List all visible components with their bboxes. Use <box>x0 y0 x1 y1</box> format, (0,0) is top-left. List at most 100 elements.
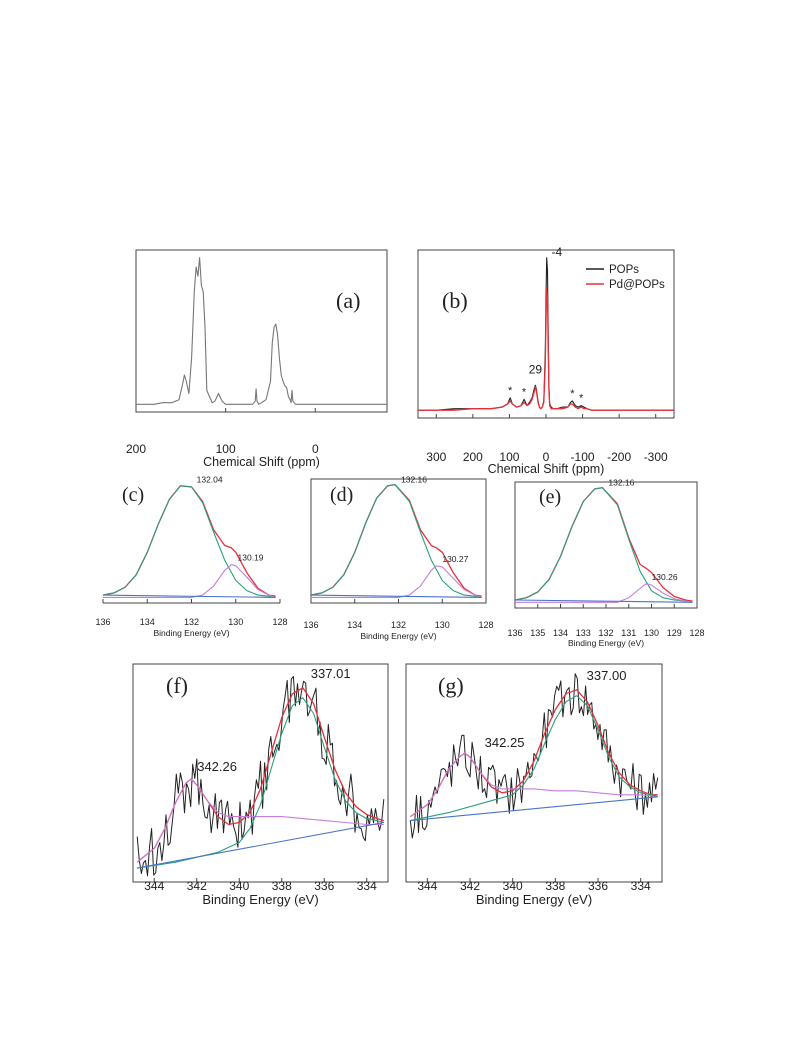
x-tick-label: 334 <box>631 879 651 893</box>
series-line-fit-main <box>311 484 482 598</box>
x-tick-label: 0 <box>312 442 319 456</box>
x-tick-label: 130 <box>644 628 659 638</box>
series-line-fit-minor <box>515 583 693 603</box>
data-label: 130.26 <box>652 572 678 582</box>
series-group <box>515 487 693 603</box>
chart-panel-e: 136 135 134 133 132 131 130 129 128 Binding Energ… <box>507 478 704 648</box>
x-tick-label: 130 <box>228 617 243 627</box>
data-label: 132.16 <box>608 478 634 488</box>
x-tick-label: 135 <box>530 628 545 638</box>
x-axis-label: Binding Energy (eV) <box>568 638 644 648</box>
series-group <box>418 257 674 411</box>
data-label: 342.25 <box>485 735 525 750</box>
x-ticks: 136 134 132 130 128 <box>303 599 494 630</box>
panel-label: (d) <box>330 484 353 506</box>
x-ticks: 344 342 340 338 336 334 <box>417 878 651 893</box>
x-tick-label: 134 <box>140 617 155 627</box>
data-label: 130.19 <box>238 553 264 563</box>
data-label: * <box>570 388 575 400</box>
x-tick-label: 342 <box>460 879 480 893</box>
series-line-spectrum <box>136 676 385 877</box>
plot-frame <box>132 663 389 883</box>
data-label: 342.26 <box>197 759 237 774</box>
x-tick-label: 134 <box>347 620 362 630</box>
x-tick-label: 132 <box>184 617 199 627</box>
x-tick-label: 128 <box>478 620 493 630</box>
x-tick-label: 133 <box>576 628 591 638</box>
plot-frame <box>135 249 388 413</box>
x-tick-label: 100 <box>216 442 236 456</box>
x-tick-label: 130 <box>435 620 450 630</box>
data-label: -4 <box>551 245 562 259</box>
x-tick-label: 340 <box>229 879 249 893</box>
x-axis-label: Binding Energy (eV) <box>153 628 229 638</box>
x-tick-label: 128 <box>689 628 704 638</box>
x-tick-label: 344 <box>417 879 437 893</box>
x-tick-label: 200 <box>126 442 146 456</box>
x-tick-label: 132 <box>391 620 406 630</box>
annotations: 132.04 130.19 <box>197 475 264 563</box>
series-line-fit-main <box>137 697 384 869</box>
x-tick-label: 136 <box>95 617 110 627</box>
series-line-pd-pops <box>418 288 674 411</box>
panel-label: (b) <box>442 288 468 313</box>
series-line-fit-minor <box>409 752 658 818</box>
series-line-baseline <box>103 594 276 598</box>
series-line-baseline <box>137 821 384 869</box>
legend-label: POPs <box>609 264 639 276</box>
series-line-baseline <box>410 796 658 822</box>
data-label: 130.27 <box>442 554 468 564</box>
series-group <box>136 676 385 877</box>
x-tick-label: 334 <box>357 879 377 893</box>
series-line-fit-main <box>410 695 658 822</box>
x-axis-label: Binding Energy (eV) <box>202 892 318 907</box>
x-tick-label: 300 <box>426 450 446 464</box>
plot-frame <box>405 663 663 883</box>
annotations: 342.25 337.00 <box>485 668 627 750</box>
chart-panel-f: 344 342 340 338 336 334 Binding Energy (eV) (f)… <box>132 663 389 907</box>
panel-label: (c) <box>122 484 144 506</box>
x-tick-label: 0 <box>543 450 550 464</box>
x-ticks: 136 135 134 133 132 131 130 129 128 <box>507 604 705 638</box>
x-tick-label: 344 <box>144 879 164 893</box>
data-label: 132.04 <box>197 475 223 485</box>
x-tick-label: -300 <box>644 450 668 464</box>
series-line-baseline <box>515 599 693 603</box>
x-axis-label: Chemical Shift (ppm) <box>488 462 605 476</box>
chart-panel-b: 300 200 100 0 -100 -200 -300 Chemical Shift (pp… <box>417 245 675 476</box>
x-tick-label: 136 <box>303 620 318 630</box>
x-tick-label: 134 <box>553 628 568 638</box>
chart-panel-d: 136 134 132 130 128 Binding Energy (eV) (d) 132… <box>303 475 493 641</box>
series-group <box>311 483 482 598</box>
x-tick-label: 128 <box>272 617 287 627</box>
x-tick-label: 129 <box>667 628 682 638</box>
data-label: 132.16 <box>401 475 427 485</box>
x-tick-label: 100 <box>499 450 519 464</box>
series-line-spectrum <box>409 673 659 839</box>
x-tick-label: 336 <box>588 879 608 893</box>
x-ticks: 300 200 100 0 -100 -200 -300 <box>426 414 668 464</box>
x-ticks: 200 100 0 <box>126 408 319 456</box>
series-line-s0 <box>136 257 387 405</box>
annotations: 132.16 130.26 <box>608 478 677 582</box>
x-tick-label: 342 <box>187 879 207 893</box>
series-line-fit-minor <box>136 778 384 863</box>
x-tick-label: 200 <box>463 450 483 464</box>
series-line-fit-main <box>103 485 276 598</box>
panel-label: (f) <box>166 673 188 698</box>
x-tick-label: 132 <box>598 628 613 638</box>
series-group <box>103 485 276 598</box>
x-tick-label: -100 <box>571 450 595 464</box>
data-label: 29 <box>529 362 543 376</box>
chart-panel-c: 136 134 132 130 128 Binding Energy (eV) (c) 132… <box>95 475 287 638</box>
x-tick-label: 131 <box>621 628 636 638</box>
x-ticks: 344 342 340 338 336 334 <box>144 878 377 893</box>
series-group <box>136 257 387 405</box>
panel-label: (e) <box>539 486 561 508</box>
legend: POPs Pd@POPs <box>586 264 665 291</box>
annotations: 132.16 130.27 <box>401 475 469 564</box>
x-axis-label: Binding Energy (eV) <box>476 892 592 907</box>
series-line-envelope <box>136 687 384 863</box>
